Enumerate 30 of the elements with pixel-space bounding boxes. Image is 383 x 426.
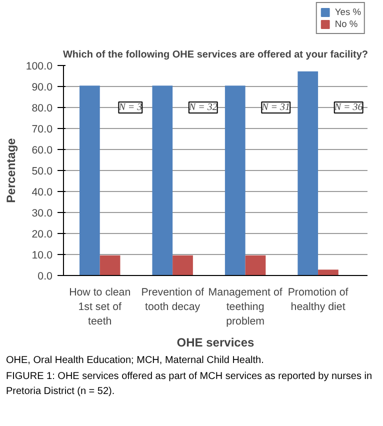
bar <box>152 86 173 276</box>
y-tick-label: 90.0 <box>32 82 53 94</box>
bar <box>224 86 246 276</box>
x-tick-label: Management of teething problem <box>208 286 282 328</box>
bar <box>245 255 266 276</box>
y-tick-label: 50.0 <box>32 166 53 178</box>
chart-title: Which of the following OHE services are offered at your facility? <box>62 50 368 60</box>
y-tick-label: 70.0 <box>32 124 53 136</box>
y-tick-label: 20.0 <box>32 228 53 240</box>
text: OHE, Oral Health Education; MCH, Maternal Child Health. <box>6 354 264 368</box>
bar <box>80 86 100 276</box>
bar <box>172 255 193 276</box>
x-tick-label: Promotion of healthy diet <box>288 286 348 313</box>
y-axis-title: Percentage <box>4 138 18 203</box>
legend-label: No % <box>334 18 358 30</box>
x-tick-label: Prevention of tooth decay <box>141 286 204 313</box>
y-tick-label: 30.0 <box>32 208 53 220</box>
x-tick-label: How to clean 1st set of teeth <box>69 286 131 328</box>
legend-label: Yes % <box>334 6 361 18</box>
bar <box>318 270 338 276</box>
caption: FIGURE 1: OHE services offered as part of MCH services as reported by nurses in Pretoria District (n = 52). <box>6 370 374 399</box>
bar <box>100 255 120 276</box>
bar <box>298 71 318 276</box>
y-tick-label: 10.0 <box>32 250 53 262</box>
y-tick-label: 100.0 <box>26 60 53 72</box>
y-tick-label: 60.0 <box>32 144 53 156</box>
y-tick-label: 80.0 <box>32 102 53 114</box>
x-axis-title: OHE services <box>176 335 255 350</box>
y-tick-label: 40.0 <box>32 186 53 198</box>
y-tick-label: 0.0 <box>38 270 53 282</box>
